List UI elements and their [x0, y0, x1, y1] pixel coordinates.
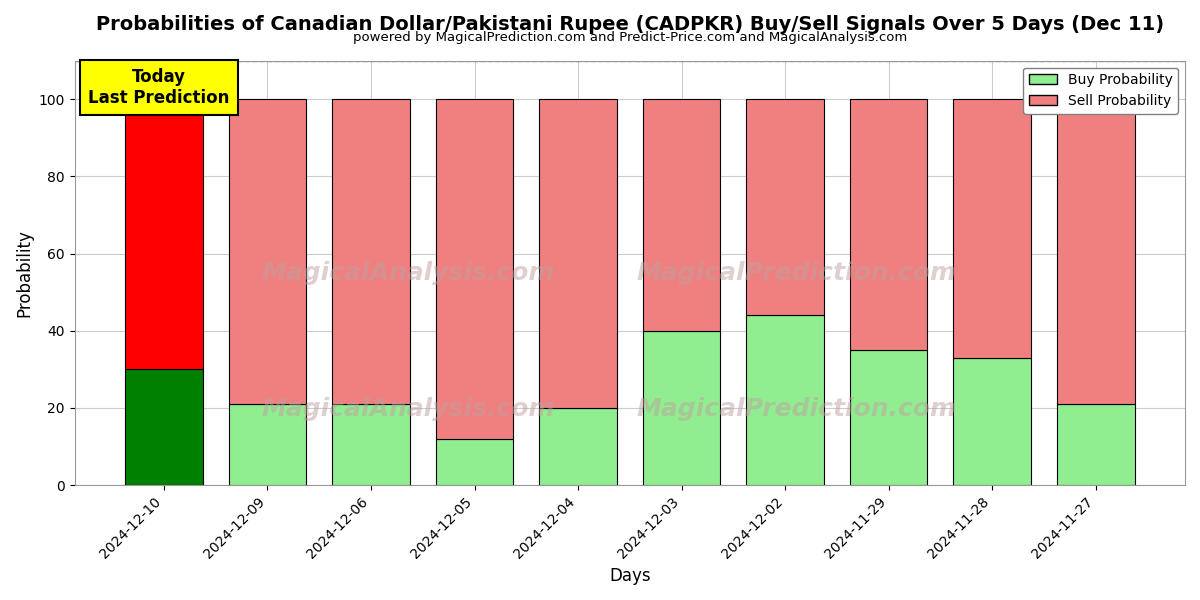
- Y-axis label: Probability: Probability: [16, 229, 34, 317]
- Bar: [643, 99, 720, 331]
- Bar: [332, 404, 410, 485]
- Text: powered by MagicalPrediction.com and Predict-Price.com and MagicalAnalysis.com: powered by MagicalPrediction.com and Pre…: [353, 31, 907, 44]
- Text: MagicalAnalysis.com: MagicalAnalysis.com: [262, 397, 554, 421]
- X-axis label: Days: Days: [610, 567, 650, 585]
- Text: Today
Last Prediction: Today Last Prediction: [88, 68, 229, 107]
- Bar: [539, 408, 617, 485]
- Text: MagicalPrediction.com: MagicalPrediction.com: [636, 261, 956, 285]
- Bar: [436, 439, 514, 485]
- Bar: [850, 350, 928, 485]
- Title: Probabilities of Canadian Dollar/Pakistani Rupee (CADPKR) Buy/Sell Signals Over : Probabilities of Canadian Dollar/Pakista…: [96, 15, 1164, 34]
- Bar: [125, 99, 203, 370]
- Bar: [332, 99, 410, 404]
- Bar: [953, 358, 1031, 485]
- Bar: [229, 99, 306, 404]
- Bar: [643, 331, 720, 485]
- Bar: [436, 99, 514, 439]
- Bar: [1057, 404, 1134, 485]
- Bar: [850, 99, 928, 350]
- Bar: [746, 316, 824, 485]
- Bar: [1057, 99, 1134, 404]
- Text: MagicalPrediction.com: MagicalPrediction.com: [636, 397, 956, 421]
- Text: MagicalAnalysis.com: MagicalAnalysis.com: [262, 261, 554, 285]
- Bar: [746, 99, 824, 316]
- Bar: [125, 370, 203, 485]
- Legend: Buy Probability, Sell Probability: Buy Probability, Sell Probability: [1024, 67, 1178, 113]
- Bar: [953, 99, 1031, 358]
- Bar: [539, 99, 617, 408]
- Bar: [229, 404, 306, 485]
